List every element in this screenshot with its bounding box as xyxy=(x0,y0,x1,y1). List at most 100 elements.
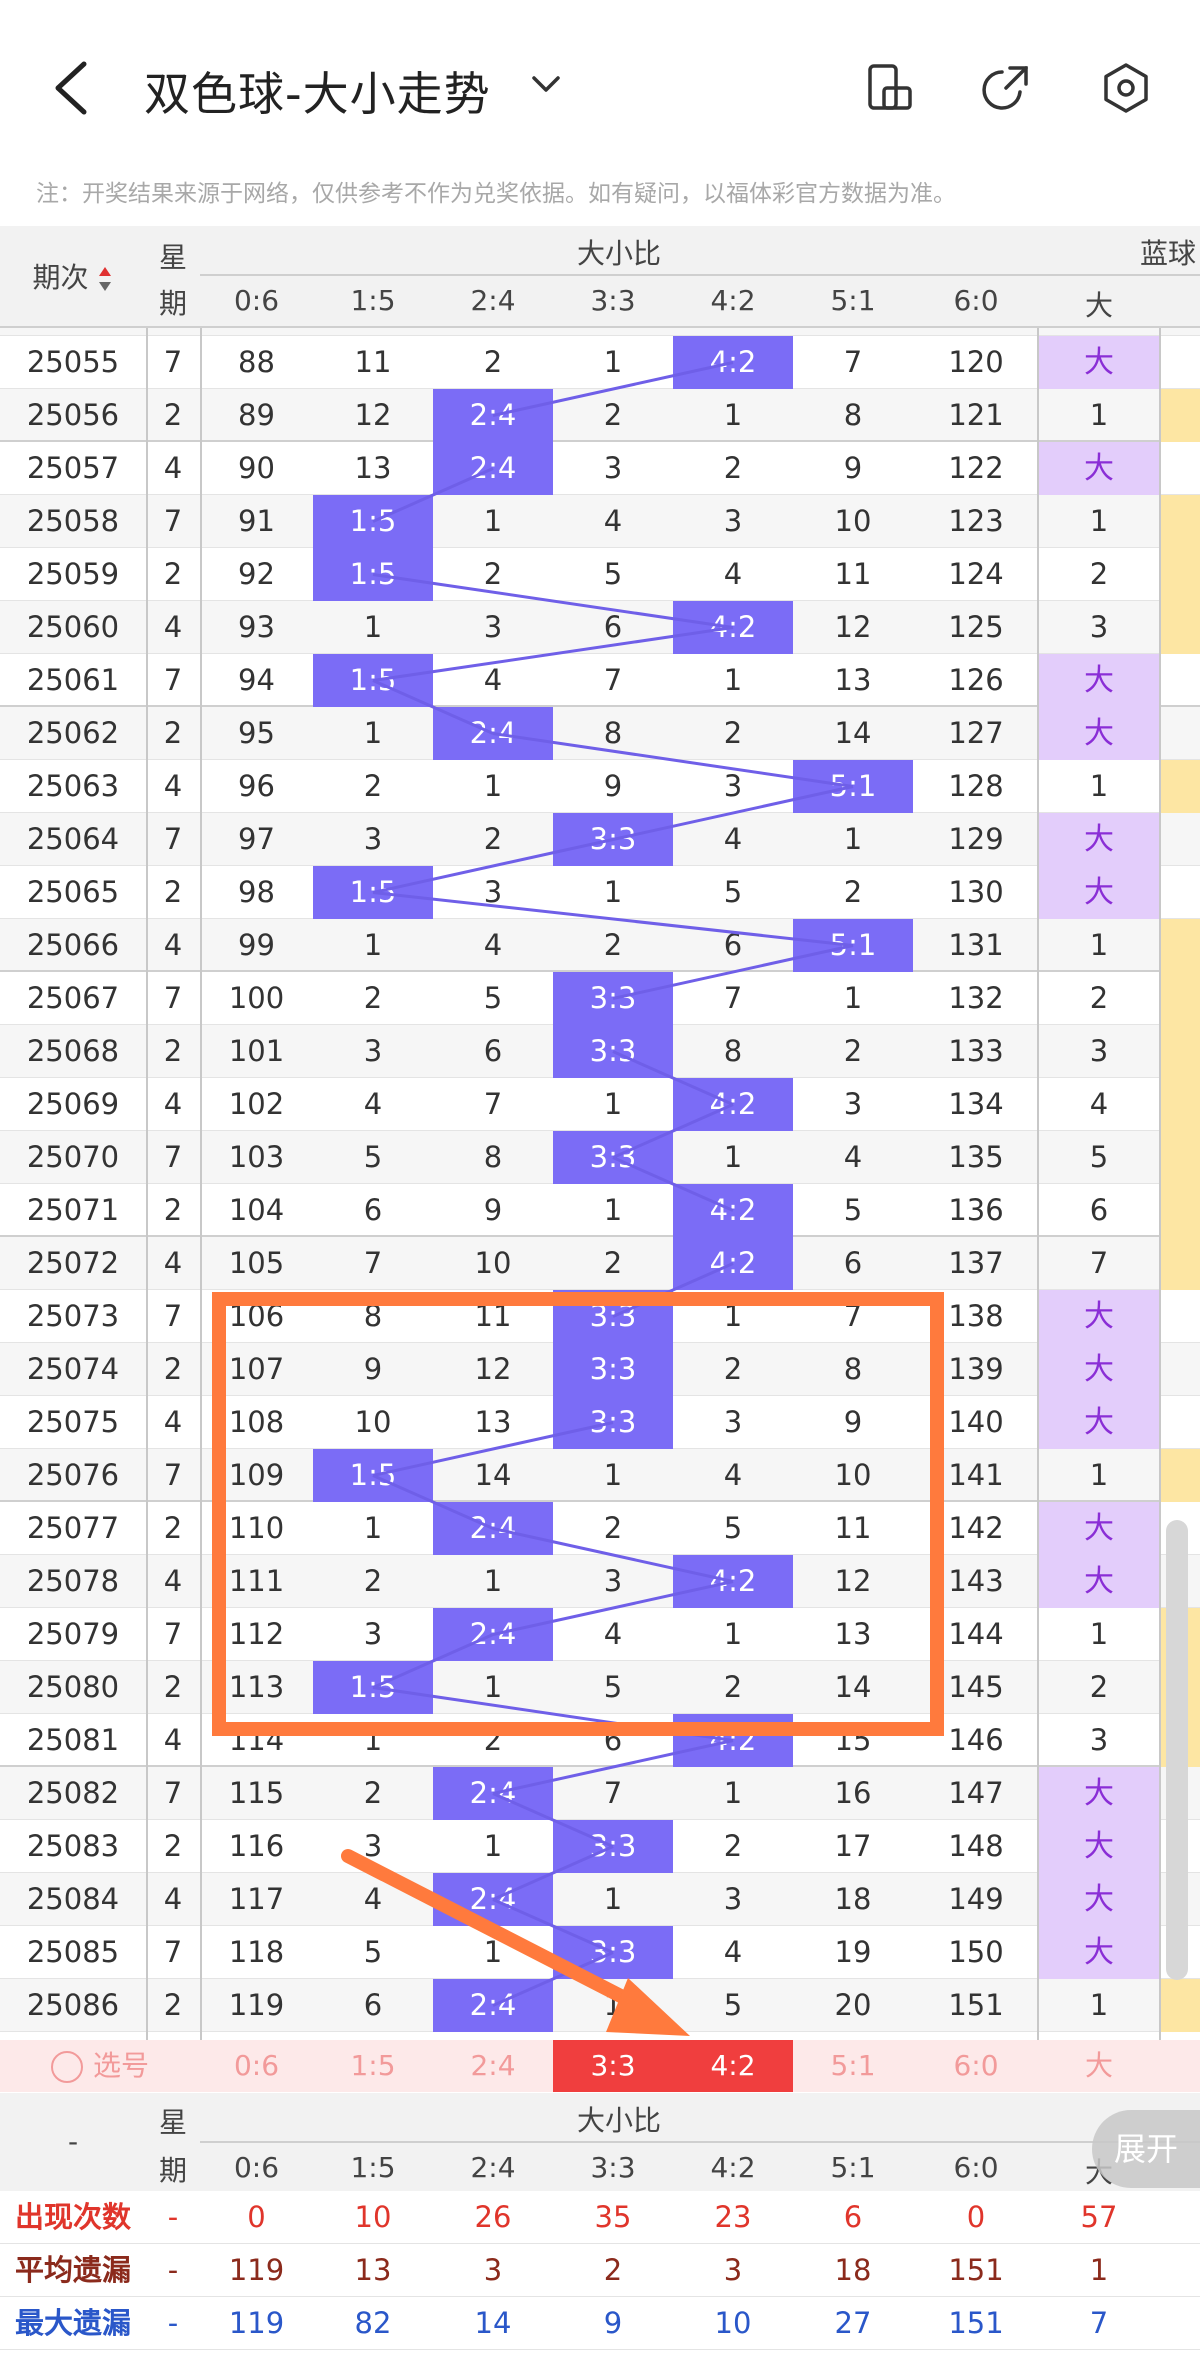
table-row[interactable]: 25080 2 113 1:5 1 5 2 14 145 2 xyxy=(0,1661,1200,1714)
table-row[interactable]: 25065 2 98 1:5 3 1 5 2 130 大 xyxy=(0,866,1200,919)
phone-rotate-icon[interactable] xyxy=(864,62,916,114)
table-row[interactable]: 25068 2 101 3 6 3:3 8 2 133 3 xyxy=(0,1025,1200,1078)
blue-big-cell: 大 xyxy=(1039,1820,1159,1873)
ratio-miss-cell: 3 xyxy=(723,504,743,538)
ratio-miss-cell: 129 xyxy=(948,822,1004,856)
ratio-hit-cell: 2:4 xyxy=(433,389,553,442)
table-row[interactable]: 25069 4 102 4 7 1 4:2 3 134 4 xyxy=(0,1078,1200,1131)
ratio-miss-cell: 9 xyxy=(843,451,863,485)
ratio-miss-cell: 145 xyxy=(948,1670,1004,1704)
share-icon[interactable] xyxy=(980,62,1032,114)
table-row[interactable]: 25064 7 97 3 2 3:3 4 1 129 大 xyxy=(0,813,1200,866)
table-row[interactable]: 25081 4 114 1 2 6 4:2 15 146 3 xyxy=(0,1714,1200,1767)
table-row[interactable]: 25079 7 112 3 2:4 4 1 13 144 1 xyxy=(0,1608,1200,1661)
select-ratio-option[interactable]: 2:4 xyxy=(470,2049,516,2082)
scrollbar-thumb[interactable] xyxy=(1166,1520,1188,1980)
ratio-hit-cell: 1:5 xyxy=(313,548,433,601)
table-row[interactable]: 25084 4 117 4 2:4 1 3 18 149 大 xyxy=(0,1873,1200,1926)
ratio-miss-cell: 6 xyxy=(603,1723,623,1757)
week-cell: 2 xyxy=(163,1670,183,1704)
table-row[interactable]: 25078 4 111 2 1 3 4:2 12 143 大 xyxy=(0,1555,1200,1608)
ratio-miss-cell: 104 xyxy=(228,1193,285,1227)
table-row[interactable]: 25071 2 104 6 9 1 4:2 5 136 6 xyxy=(0,1184,1200,1237)
table-row[interactable]: 25063 4 96 2 1 9 3 5:1 128 1 xyxy=(0,760,1200,813)
select-row-label[interactable]: 选号 xyxy=(40,2040,160,2092)
ratio-miss-cell: 3 xyxy=(603,451,623,485)
select-ratio-selected[interactable]: 4:2 xyxy=(673,2040,793,2092)
table-row[interactable]: 25082 7 115 2 2:4 7 1 16 147 大 xyxy=(0,1767,1200,1820)
ratio-group-header: 大小比 xyxy=(576,237,661,270)
table-row[interactable]: 25060 4 93 1 3 6 4:2 12 125 3 xyxy=(0,601,1200,654)
table-row[interactable]: 25086 2 119 6 2:4 1 5 20 151 1 xyxy=(0,1979,1200,2032)
stat-value: 9 xyxy=(603,2306,623,2340)
select-ratio-option[interactable]: 6:0 xyxy=(953,2049,999,2082)
footer-week-line2: 期 xyxy=(158,2154,187,2187)
select-row: 选号 0:6 1:5 2:4 3:3 4:2 5:1 6:0 大 xyxy=(0,2040,1200,2092)
ratio-miss-cell: 1 xyxy=(603,1087,623,1121)
chevron-down-icon[interactable] xyxy=(528,66,564,102)
table-row[interactable]: 25076 7 109 1:5 14 1 4 10 141 1 xyxy=(0,1449,1200,1502)
table-row[interactable]: 25073 7 106 8 11 3:3 1 7 138 大 xyxy=(0,1290,1200,1343)
stat-value: 35 xyxy=(594,2200,632,2234)
table-row[interactable]: 25070 7 103 5 8 3:3 1 4 135 5 xyxy=(0,1131,1200,1184)
table-row[interactable]: 25075 4 108 10 13 3:3 3 9 140 大 xyxy=(0,1396,1200,1449)
select-ratio-option[interactable]: 5:1 xyxy=(830,2049,876,2082)
expand-button[interactable]: 展开 xyxy=(1092,2110,1200,2188)
ratio-miss-cell: 102 xyxy=(228,1087,285,1121)
table-row[interactable]: 25055 7 88 11 2 1 4:2 7 120 大 xyxy=(0,336,1200,389)
ratio-miss-cell: 98 xyxy=(238,875,275,909)
stat-value: 26 xyxy=(474,2200,512,2234)
issue-cell: 25056 xyxy=(26,398,120,432)
table-row-partial xyxy=(0,326,1200,336)
stat-value: 23 xyxy=(714,2200,752,2234)
table-row[interactable]: 25077 2 110 1 2:4 2 5 11 142 大 xyxy=(0,1502,1200,1555)
issue-column-header[interactable]: 期次 xyxy=(0,248,146,308)
select-ratio-option[interactable]: 1:5 xyxy=(350,2049,396,2082)
table-row[interactable]: 25083 2 116 3 1 3:3 2 17 148 大 xyxy=(0,1820,1200,1873)
table-row[interactable]: 25066 4 99 1 4 2 6 5:1 131 1 xyxy=(0,919,1200,972)
table-row[interactable]: 25067 7 100 2 5 3:3 7 1 132 2 xyxy=(0,972,1200,1025)
week-cell: 7 xyxy=(163,1299,183,1333)
table-row[interactable]: 25074 2 107 9 12 3:3 2 8 139 大 xyxy=(0,1343,1200,1396)
stat-value: 0 xyxy=(966,2200,986,2234)
ratio-miss-cell: 124 xyxy=(948,557,1004,591)
stat-value: 119 xyxy=(228,2306,285,2340)
blue-big-cell: 大 xyxy=(1039,866,1159,919)
ratio-miss-cell: 1 xyxy=(603,875,623,909)
table-row[interactable]: 25056 2 89 12 2:4 2 1 8 121 1 xyxy=(0,389,1200,442)
select-blue-big[interactable]: 大 xyxy=(1084,2049,1113,2082)
table-row[interactable]: 25058 7 91 1:5 1 4 3 10 123 1 xyxy=(0,495,1200,548)
ratio-hit-cell: 3:3 xyxy=(553,1290,673,1343)
table-row[interactable]: 25085 7 118 5 1 3:3 4 19 150 大 xyxy=(0,1926,1200,1979)
table-row[interactable]: 25062 2 95 1 2:4 8 2 14 127 大 xyxy=(0,707,1200,760)
table-row[interactable]: 25061 7 94 1:5 4 7 1 13 126 大 xyxy=(0,654,1200,707)
table-row[interactable]: 25059 2 92 1:5 2 5 4 11 124 2 xyxy=(0,548,1200,601)
ratio-hit-cell: 4:2 xyxy=(673,1184,793,1237)
page-title[interactable]: 双色球-大小走势 xyxy=(144,67,491,121)
blue-small-marker xyxy=(1159,1025,1200,1078)
week-cell: 4 xyxy=(163,1564,183,1598)
week-cell: 7 xyxy=(163,1935,183,1969)
ratio-miss-cell: 14 xyxy=(474,1458,512,1492)
ratio-miss-cell: 108 xyxy=(228,1405,285,1439)
ratio-miss-cell: 8 xyxy=(363,1299,383,1333)
ratio-miss-cell: 1 xyxy=(723,1140,743,1174)
ratio-miss-cell: 1 xyxy=(603,1193,623,1227)
table-row[interactable]: 25072 4 105 7 10 2 4:2 6 137 7 xyxy=(0,1237,1200,1290)
ratio-miss-cell: 7 xyxy=(723,981,743,1015)
settings-icon[interactable] xyxy=(1100,62,1152,114)
footer-ratio-3-3: 3:3 xyxy=(590,2151,636,2184)
issue-cell: 25077 xyxy=(26,1511,120,1545)
ratio-miss-cell: 1 xyxy=(603,1458,623,1492)
stat-blue-value: 57 xyxy=(1080,2200,1118,2234)
ratio-miss-cell: 90 xyxy=(238,451,275,485)
ratio-miss-cell: 1 xyxy=(483,1829,503,1863)
select-radio-icon[interactable] xyxy=(50,2051,83,2083)
back-icon[interactable] xyxy=(46,56,96,120)
select-ratio-selected[interactable]: 3:3 xyxy=(553,2040,673,2092)
select-ratio-option[interactable]: 0:6 xyxy=(233,2049,280,2082)
ratio-miss-cell: 141 xyxy=(948,1458,1004,1492)
table-row[interactable]: 25057 4 90 13 2:4 3 2 9 122 大 xyxy=(0,442,1200,495)
sort-icon[interactable] xyxy=(97,265,113,293)
ratio-miss-cell: 1 xyxy=(603,1988,623,2022)
